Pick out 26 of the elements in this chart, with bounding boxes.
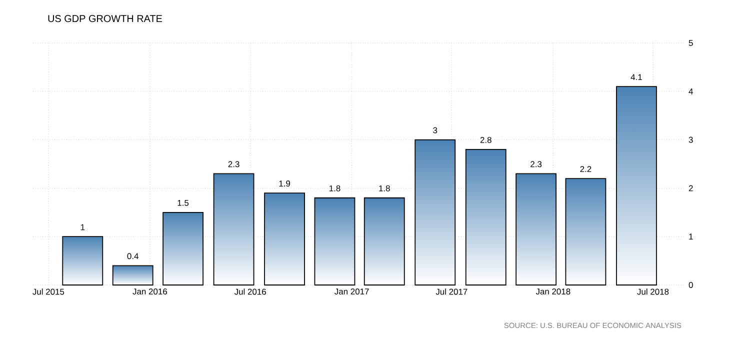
data-label: 4.1	[630, 74, 642, 80]
data-label: 2.8	[480, 136, 492, 143]
x-tick-label: Jan 2017	[334, 288, 369, 295]
data-label: 2.3	[530, 161, 542, 168]
y-tick-label: 5	[688, 40, 693, 46]
x-tick-label: Jul 2016	[234, 288, 266, 295]
data-label: 2.2	[580, 166, 592, 172]
data-label: 1.8	[379, 185, 390, 192]
x-tick-label: Jul 2017	[436, 288, 468, 295]
y-tick-label: 4	[688, 88, 693, 94]
data-label: 0.4	[127, 253, 138, 260]
x-tick-label: Jan 2018	[536, 288, 570, 295]
data-label: 1.9	[279, 180, 290, 187]
data-label: 3	[433, 127, 438, 134]
y-tick-label: 3	[688, 136, 693, 143]
data-label: 1.8	[329, 185, 340, 192]
x-tick-label: Jul 2018	[637, 288, 669, 295]
x-tick-label: Jul 2015	[32, 288, 64, 295]
data-label: 1.5	[178, 200, 189, 206]
y-tick-label: 2	[688, 185, 693, 192]
data-label: 1	[80, 224, 85, 230]
y-tick-label: 0	[688, 282, 693, 288]
chart-title: US GDP GROWTH RATE	[48, 15, 162, 22]
data-label: 2.3	[228, 161, 240, 168]
x-tick-label: Jan 2016	[132, 288, 167, 295]
y-tick-label: 1	[689, 234, 693, 240]
